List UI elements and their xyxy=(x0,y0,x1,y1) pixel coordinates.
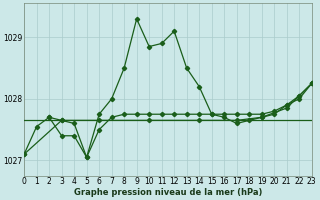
X-axis label: Graphe pression niveau de la mer (hPa): Graphe pression niveau de la mer (hPa) xyxy=(74,188,262,197)
